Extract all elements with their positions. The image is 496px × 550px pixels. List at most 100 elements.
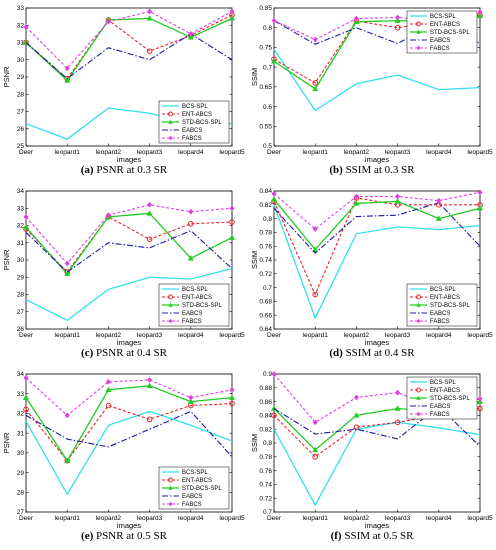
x-tick-label: leopard5 (467, 515, 493, 522)
caption-text: SSIM at 0.5 SR (344, 530, 414, 542)
legend-label: EABCS (430, 404, 450, 410)
data-point (105, 386, 112, 393)
series-line-eabcs (273, 202, 481, 254)
caption-text: SSIM at 0.3 SR (345, 164, 415, 176)
x-tick-label: leopard1 (303, 515, 329, 522)
y-tick-label: 29 (17, 470, 25, 477)
data-point (271, 371, 277, 377)
x-tick-label: leopard5 (467, 149, 493, 156)
y-tick-label: 28 (17, 489, 25, 496)
data-point (477, 405, 483, 412)
caption-letter: (f) (330, 530, 342, 542)
y-tick-label: 31 (17, 40, 25, 47)
data-point (105, 378, 111, 385)
data-point (147, 201, 153, 208)
data-point (146, 382, 153, 389)
data-point (312, 80, 318, 86)
caption-letter: (a) (80, 164, 94, 176)
caption-letter: (e) (81, 530, 94, 542)
chart-psnr-0-4: 26 27 28 29 30 31 32 33 34 Deer leopard1 leopard2 le… (2, 188, 245, 347)
data-point (23, 374, 29, 381)
data-point (187, 34, 194, 40)
x-tick-label: leopard4 (426, 332, 452, 339)
chart-psnr-0-3: 25 26 27 28 29 30 31 32 33 Deer leopard1 leopard2 le… (2, 5, 245, 164)
legend-label: FABCS (430, 46, 450, 52)
data-point (228, 394, 236, 400)
data-point (64, 270, 71, 277)
data-point (312, 36, 318, 43)
caption-letter: (d) (329, 347, 343, 359)
x-axis-label: images (117, 155, 141, 164)
data-point (312, 225, 318, 232)
chart-ssim-0-3: 0.5 0.55 0.6 0.65 0.7 0.75 0.8 0.85 Deer leopard1… (250, 5, 493, 164)
legend-label: STD-BCS-SPL (430, 303, 470, 309)
y-tick-label: 0.75 (259, 45, 272, 52)
caption-a: (a) PSNR at 0.3 SR (0, 164, 248, 176)
data-point (188, 394, 194, 401)
data-point (146, 48, 153, 54)
y-tick-label: 0.82 (259, 426, 272, 433)
y-tick-label: 0.86 (259, 399, 272, 406)
data-point (229, 8, 235, 15)
legend-marker (168, 135, 173, 141)
legend-label: BCS-SPL (430, 380, 456, 386)
legend: BCS-SPL ENT-ABCS STD-BCS-SPL EABCS FABCS (406, 10, 478, 54)
legend-marker (416, 395, 421, 400)
x-tick-label: leopard1 (303, 332, 329, 339)
x-axis-label: images (365, 338, 389, 347)
legend-marker (168, 302, 173, 307)
series-line-fabcs (25, 204, 233, 265)
caption-f: (f) SSIM at 0.5 SR (248, 530, 496, 542)
legend-label: ENT-ABCS (182, 295, 212, 301)
caption-text: PSNR at 0.3 SR (96, 164, 168, 176)
series-line-ent-abcs (25, 216, 233, 273)
y-tick-label: 0.66 (259, 312, 272, 319)
legend-marker (416, 294, 421, 300)
legend-label: BCS-SPL (430, 287, 456, 293)
caption-c: (c) PSNR at 0.4 SR (0, 347, 248, 359)
x-tick-label: leopard4 (426, 515, 452, 522)
y-tick-label: 30 (17, 257, 25, 264)
data-point (228, 234, 236, 240)
data-point (64, 260, 70, 267)
y-tick-label: 28 (17, 292, 25, 299)
data-point (271, 412, 277, 419)
legend-marker (416, 387, 421, 393)
data-point (270, 57, 278, 64)
data-point (394, 419, 401, 426)
data-point (395, 389, 401, 396)
y-tick-label: 27 (17, 109, 25, 116)
data-point (353, 193, 359, 200)
y-axis-label: SSIM (250, 434, 259, 452)
data-point (395, 14, 401, 21)
x-tick-label: leopard2 (344, 332, 370, 339)
legend: BCS-SPL ENT-ABCS STD-BCS-SPL EABCS FABCS (406, 376, 478, 420)
caption-e: (e) PSNR at 0.5 SR (0, 530, 248, 542)
x-axis-label: images (365, 155, 389, 164)
data-point (146, 210, 153, 216)
data-point (353, 15, 359, 22)
caption-b: (b) SSIM at 0.3 SR (248, 164, 496, 176)
y-tick-label: 0.65 (259, 84, 272, 91)
y-tick-label: 0.88 (259, 385, 272, 392)
y-axis-label: SSIM (250, 251, 259, 269)
y-tick-label: 32 (17, 411, 25, 418)
legend-label: ENT-ABCS (182, 478, 212, 484)
legend-label: BCS-SPL (182, 104, 208, 110)
legend-marker (416, 29, 421, 34)
legend-label: FABCS (182, 319, 202, 325)
legend-label: BCS-SPL (182, 470, 208, 476)
data-point (312, 246, 319, 252)
x-tick-label: leopard4 (178, 332, 204, 339)
y-tick-label: 33 (17, 5, 25, 12)
legend: BCS-SPL ENT-ABCS STD-BCS-SPL EABCS FABCS (406, 283, 478, 327)
data-point (270, 195, 278, 202)
series-line-eabcs (25, 33, 233, 80)
caption-letter: (b) (329, 164, 343, 176)
data-point (476, 12, 484, 19)
series-line-fabcs (25, 377, 233, 417)
data-point (435, 215, 442, 221)
caption-d: (d) SSIM at 0.4 SR (248, 347, 496, 359)
series-line-eabcs (273, 405, 481, 447)
legend-marker (416, 318, 421, 324)
